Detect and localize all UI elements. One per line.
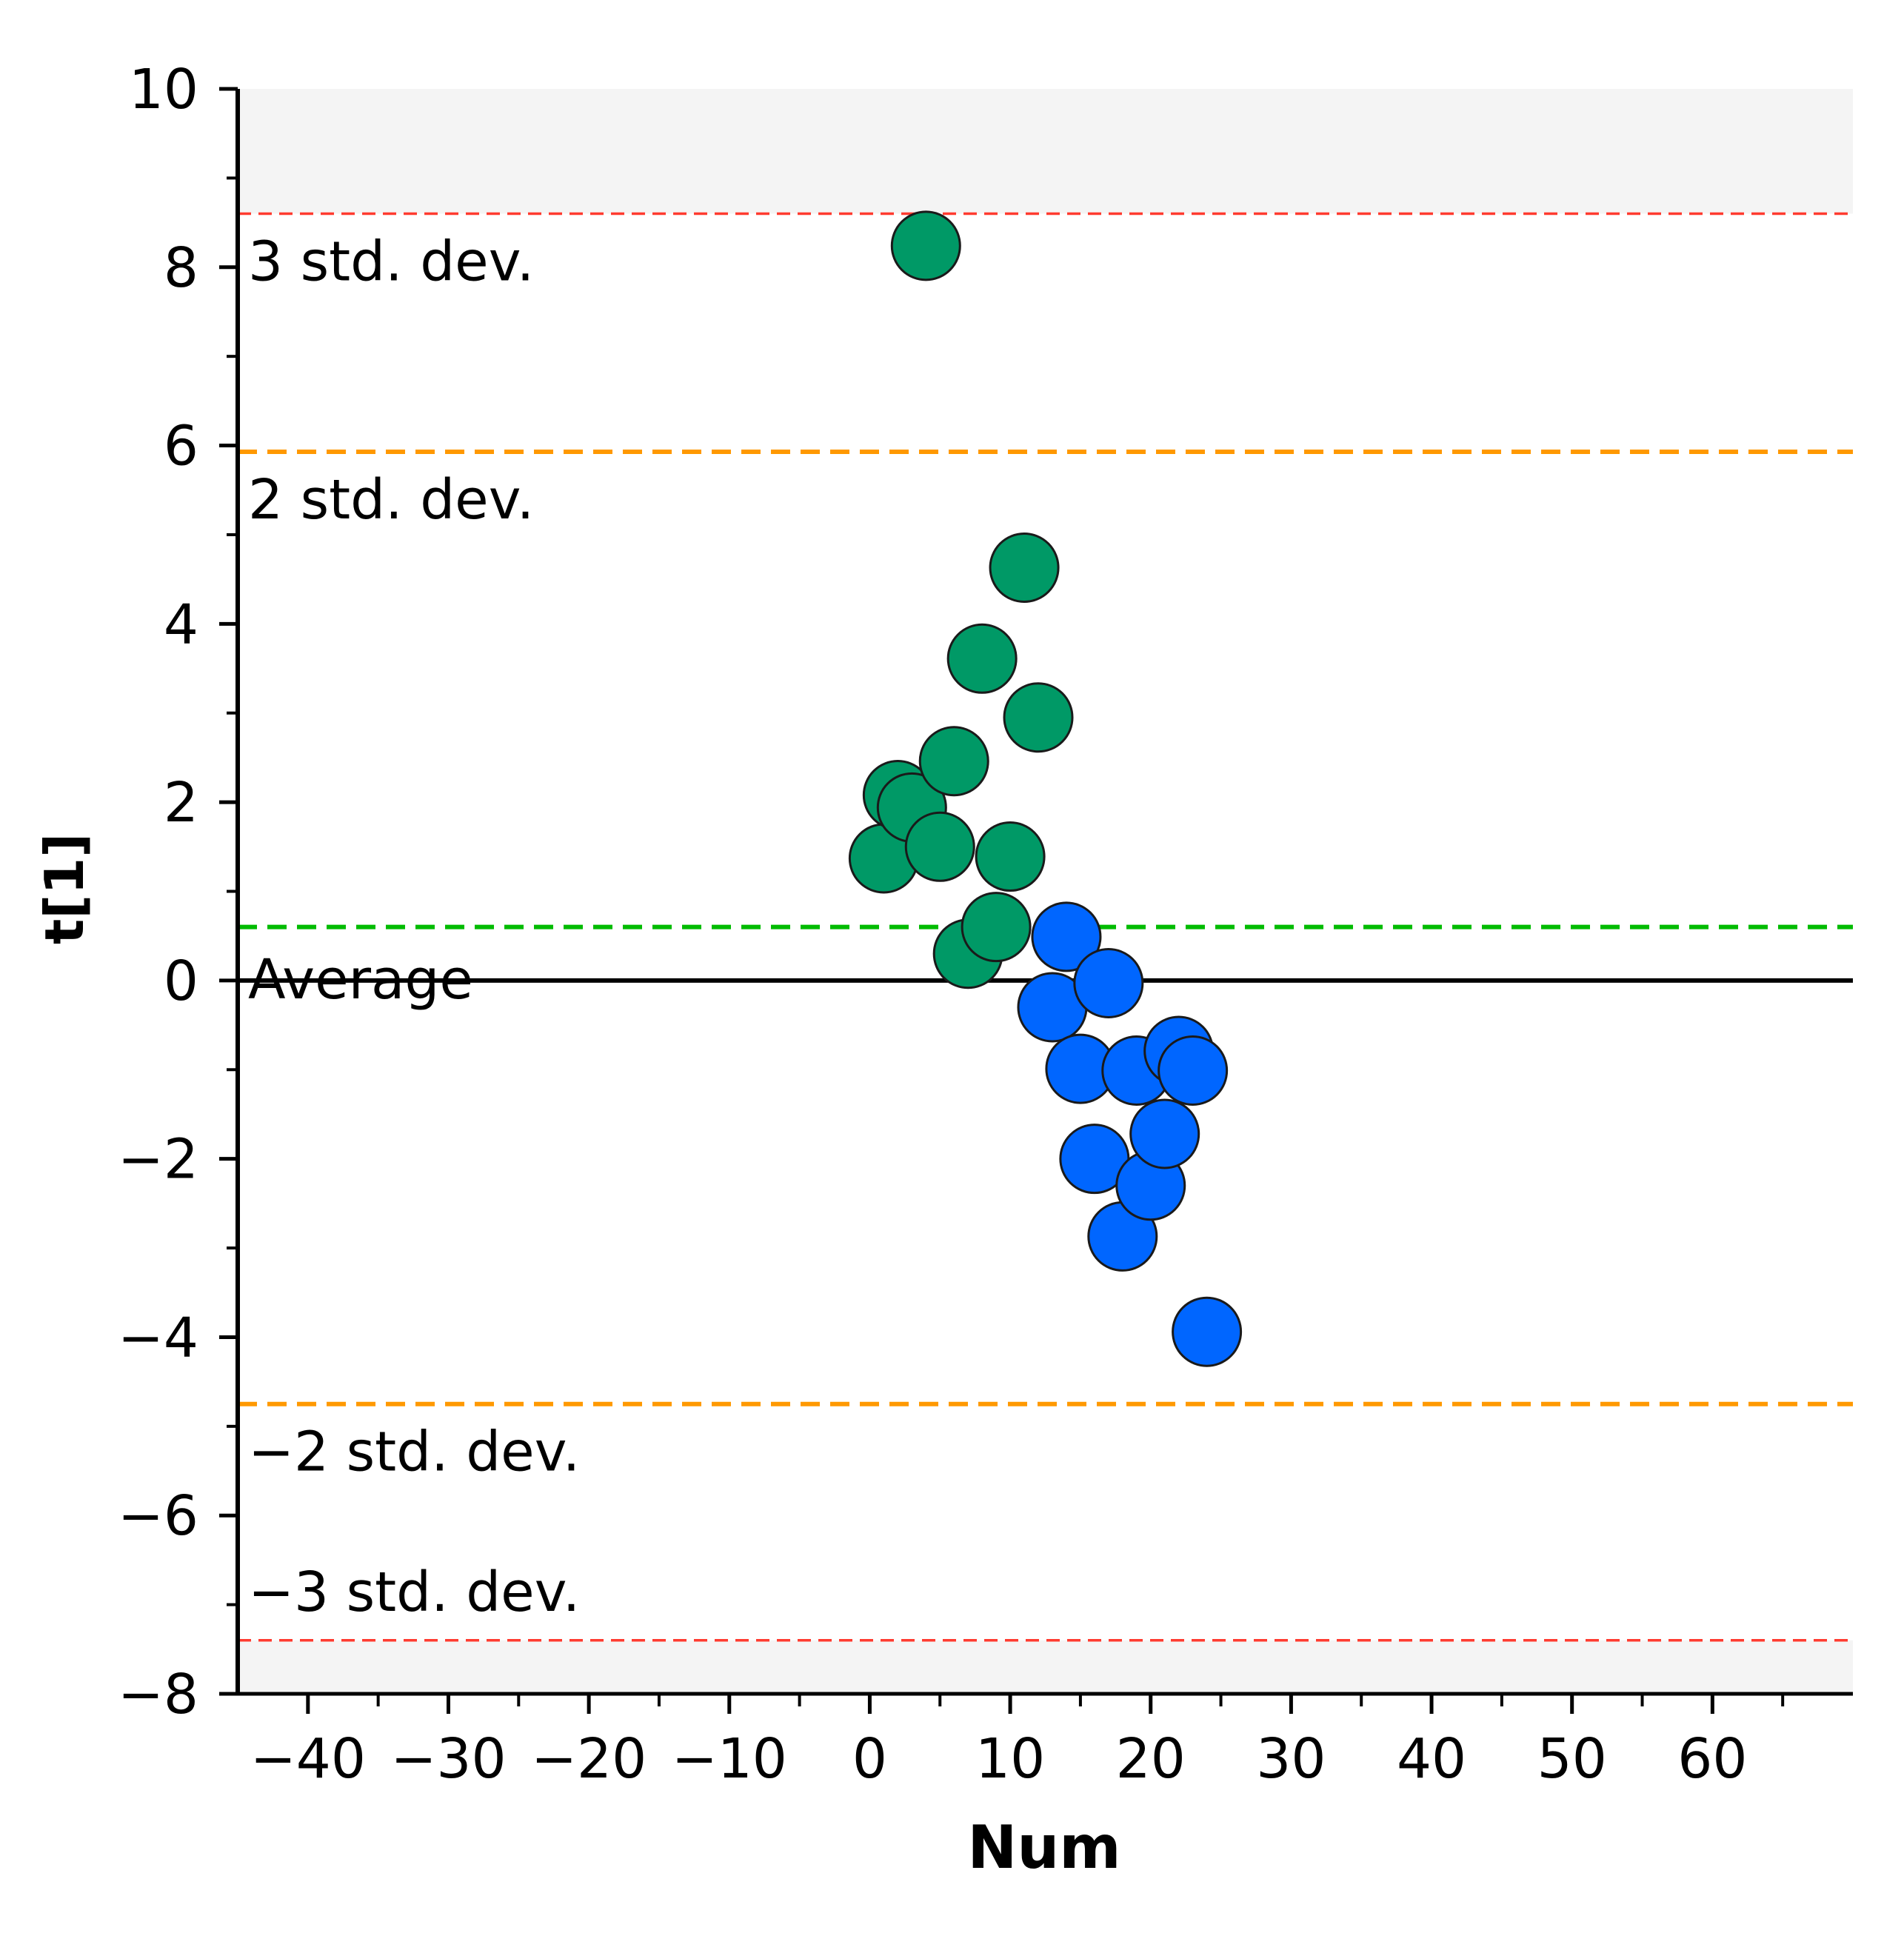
data-points	[848, 210, 1243, 1367]
group-1-point	[1003, 682, 1074, 753]
x-tick-label: 40	[1397, 1727, 1466, 1791]
group-1-point	[890, 210, 961, 281]
x-tick-label: 60	[1677, 1727, 1747, 1791]
y-tick-label: 4	[164, 593, 198, 656]
x-tick-label: 0	[852, 1727, 887, 1791]
y-tick-label: 2	[164, 771, 198, 835]
3-std-dev-label: 3 std. dev.	[248, 230, 534, 294]
group-2-point	[1172, 1296, 1243, 1367]
group-2-point	[1129, 1098, 1200, 1169]
shaded-region	[238, 1640, 1853, 1694]
y-tick-label: −4	[118, 1306, 198, 1369]
x-tick-label: 30	[1256, 1727, 1326, 1791]
group-1-point	[904, 811, 975, 882]
y-tick-label: −8	[118, 1663, 198, 1726]
group-1-point	[918, 726, 989, 797]
group-1-point	[946, 623, 1018, 694]
shaded-region	[238, 89, 1853, 214]
x-axis-label: Num	[967, 1813, 1120, 1882]
group-2-point	[1073, 948, 1144, 1019]
x-tick-label: 20	[1116, 1727, 1186, 1791]
y-tick-label: 0	[164, 949, 198, 1013]
y-tick-label: 8	[164, 236, 198, 300]
average-label: Average	[248, 948, 473, 1012]
y-tick-label: 6	[164, 415, 198, 478]
y-tick-label: 10	[129, 58, 198, 121]
x-tick-label: 50	[1537, 1727, 1607, 1791]
x-tick-label: −40	[250, 1727, 366, 1791]
minus-2-std-dev-label: −2 std. dev.	[248, 1421, 580, 1484]
x-tick-label: −10	[672, 1727, 787, 1791]
group-2-point	[1031, 901, 1102, 972]
group-2-point	[1158, 1035, 1229, 1106]
y-axis-label: t[1]	[33, 833, 96, 944]
group-1-point	[975, 821, 1046, 892]
x-tick-label: −20	[531, 1727, 647, 1791]
y-tick-label: −6	[118, 1484, 198, 1548]
2-std-dev-label: 2 std. dev.	[248, 468, 534, 532]
x-tick-label: 10	[975, 1727, 1045, 1791]
group-1-point	[961, 892, 1032, 963]
group-1-point	[989, 532, 1060, 603]
x-tick-label: −30	[390, 1727, 506, 1791]
y-tick-label: −2	[118, 1128, 198, 1192]
minus-3-std-dev-label: −3 std. dev.	[248, 1561, 580, 1624]
control-limit-shading	[238, 89, 1853, 1694]
